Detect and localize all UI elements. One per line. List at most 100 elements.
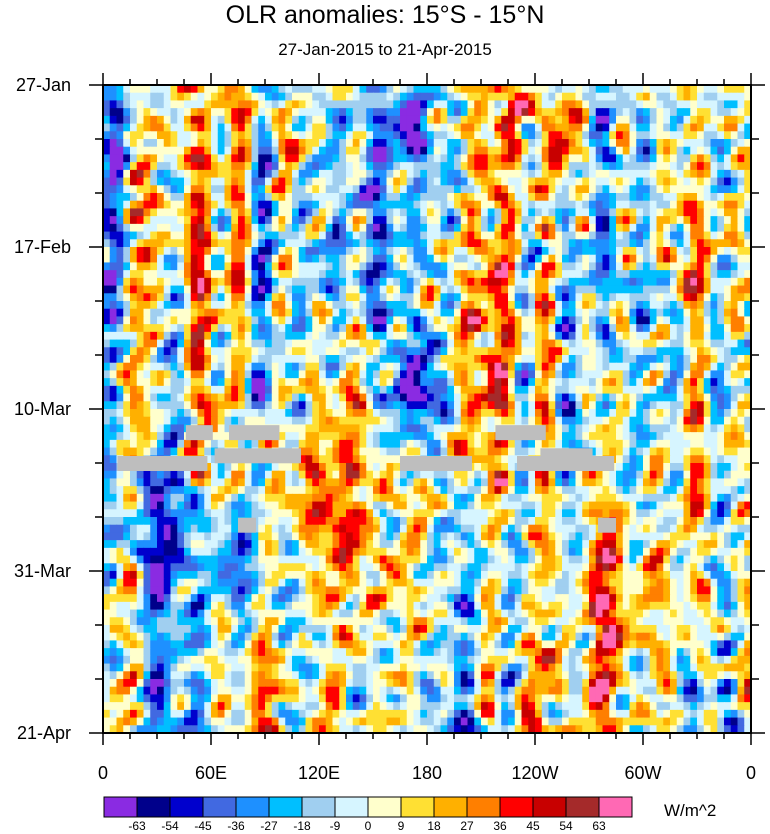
- field-cell: [676, 200, 685, 210]
- field-cell: [177, 254, 185, 264]
- field-cell: [204, 285, 212, 294]
- field-cell: [521, 123, 529, 132]
- field-cell: [231, 355, 239, 364]
- field-cell: [528, 262, 536, 271]
- field-cell: [258, 154, 266, 163]
- field-cell: [589, 193, 597, 202]
- field-cell: [366, 85, 374, 94]
- field-cell: [487, 115, 496, 125]
- field-cell: [433, 162, 442, 171]
- field-cell: [676, 123, 685, 132]
- field-cell: [116, 154, 124, 163]
- field-cell: [244, 355, 253, 364]
- field-cell: [413, 293, 421, 302]
- field-cell: [514, 239, 523, 248]
- field-cell: [541, 262, 550, 271]
- field-cell: [170, 200, 178, 210]
- field-cell: [575, 355, 583, 364]
- field-cell: [467, 169, 475, 179]
- field-cell: [521, 193, 529, 202]
- field-cell: [150, 432, 158, 441]
- field-cell: [359, 231, 367, 240]
- field-cell: [103, 200, 111, 210]
- field-cell: [123, 308, 131, 318]
- field-cell: [535, 362, 543, 372]
- field-cell: [197, 131, 205, 140]
- field-cell: [548, 370, 556, 379]
- field-cell: [211, 254, 219, 264]
- field-cell: [184, 439, 192, 449]
- field-cell: [393, 85, 401, 94]
- field-cell: [170, 331, 178, 341]
- field-cell: [359, 370, 367, 379]
- field-cell: [683, 169, 691, 179]
- field-cell: [622, 347, 631, 356]
- field-cell: [629, 177, 637, 186]
- field-cell: [130, 270, 138, 279]
- field-cell: [467, 409, 475, 418]
- field-cell: [285, 200, 293, 210]
- field-cell: [163, 185, 172, 194]
- field-cell: [346, 108, 354, 117]
- field-cell: [332, 378, 340, 387]
- field-cell: [494, 115, 502, 125]
- field-cell: [508, 254, 516, 264]
- field-cell: [676, 169, 685, 179]
- field-cell: [157, 362, 165, 372]
- field-cell: [190, 416, 199, 426]
- field-cell: [541, 370, 550, 379]
- field-cell: [595, 100, 604, 109]
- field-cell: [508, 470, 516, 480]
- field-cell: [548, 339, 556, 348]
- field-cell: [298, 223, 307, 233]
- field-cell: [568, 308, 577, 318]
- field-cell: [737, 162, 745, 171]
- field-cell: [656, 370, 664, 379]
- field-cell: [724, 139, 732, 148]
- field-cell: [609, 139, 617, 148]
- field-cell: [636, 208, 644, 217]
- field-cell: [278, 339, 286, 348]
- field-cell: [400, 331, 408, 341]
- field-cell: [703, 247, 712, 256]
- field-cell: [535, 270, 543, 279]
- field-cell: [312, 324, 320, 333]
- field-cell: [359, 293, 367, 302]
- field-cell: [136, 254, 145, 264]
- field-cell: [251, 239, 259, 248]
- field-cell: [305, 308, 313, 318]
- field-cell: [602, 339, 610, 348]
- field-cell: [251, 231, 259, 240]
- field-cell: [629, 85, 637, 94]
- field-cell: [562, 193, 570, 202]
- field-cell: [474, 432, 482, 441]
- field-cell: [413, 146, 421, 156]
- field-cell: [211, 339, 219, 348]
- field-cell: [312, 409, 320, 418]
- field-cell: [298, 277, 307, 287]
- field-cell: [595, 331, 604, 341]
- field-cell: [197, 416, 205, 426]
- field-cell: [494, 463, 502, 472]
- field-cell: [528, 362, 536, 372]
- field-cell: [656, 308, 664, 318]
- field-cell: [710, 439, 718, 449]
- field-cell: [177, 123, 185, 132]
- field-cell: [413, 316, 421, 325]
- field-cell: [670, 301, 678, 310]
- field-cell: [265, 401, 273, 410]
- field-cell: [690, 169, 698, 179]
- field-cell: [676, 393, 685, 402]
- field-cell: [670, 285, 678, 294]
- field-cell: [319, 131, 327, 140]
- field-cell: [116, 362, 124, 372]
- field-cell: [487, 85, 496, 94]
- field-cell: [609, 108, 617, 117]
- field-cell: [703, 223, 712, 233]
- field-cell: [494, 385, 502, 395]
- field-cell: [474, 347, 482, 356]
- field-cell: [231, 185, 239, 194]
- field-cell: [386, 131, 394, 140]
- field-cell: [582, 115, 590, 125]
- field-cell: [204, 177, 212, 186]
